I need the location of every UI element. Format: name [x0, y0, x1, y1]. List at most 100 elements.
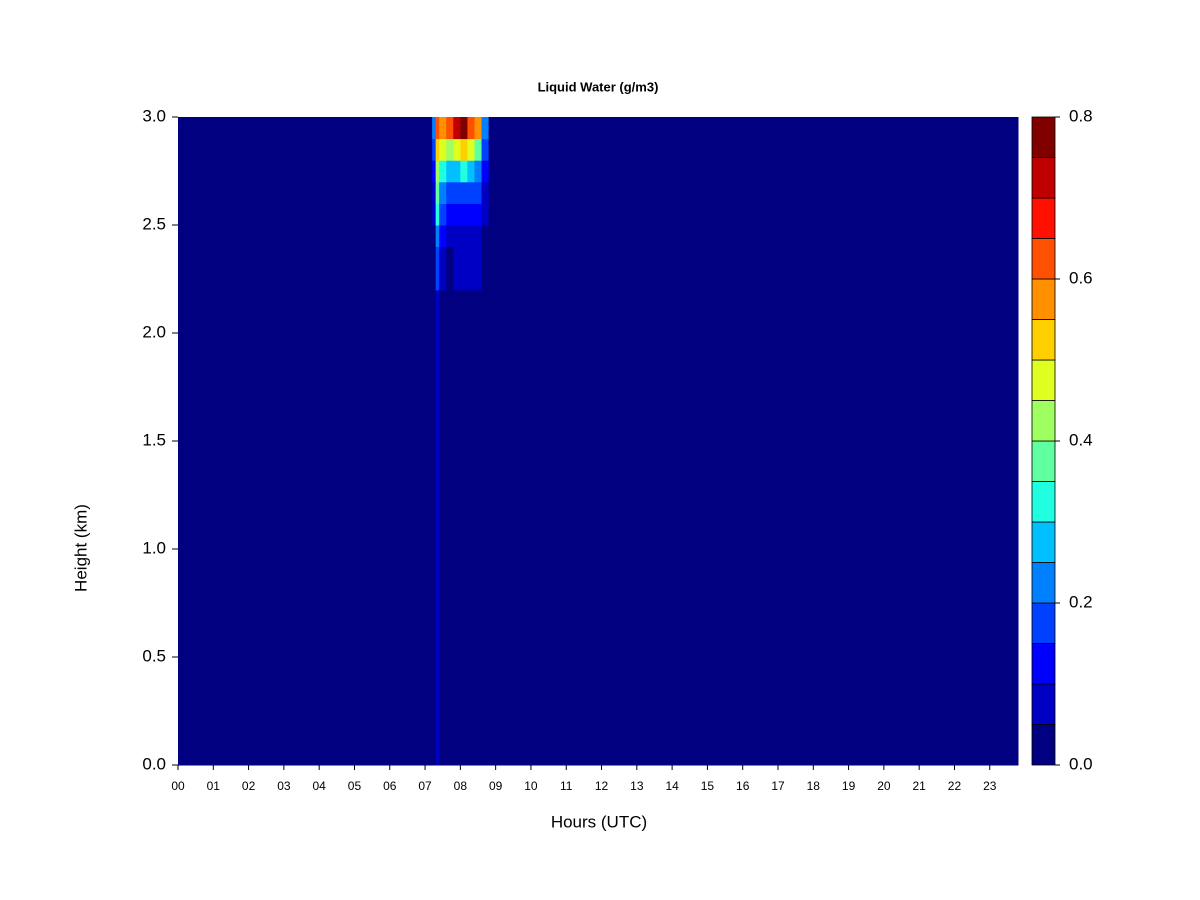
- contour-cell: [453, 138, 461, 161]
- colorbar-tick-label: 0.4: [1069, 430, 1093, 449]
- contour-cell: [446, 289, 454, 766]
- contour-cell: [481, 160, 490, 183]
- chart-title: Liquid Water (g/m3): [538, 79, 659, 94]
- contour-cell: [414, 138, 433, 161]
- contour-cell: [481, 289, 490, 766]
- contour-cell: [435, 160, 440, 183]
- contour-cell: [178, 246, 408, 291]
- contour-cell: [432, 289, 437, 766]
- contour-cell: [407, 246, 415, 291]
- contour-cell: [481, 117, 490, 140]
- contour-cell: [432, 246, 437, 291]
- contour-cell: [439, 203, 447, 226]
- colorbar-band: [1031, 724, 1056, 766]
- contour-cell: [467, 160, 475, 183]
- contour-cell: [439, 225, 447, 248]
- contour-cell: [432, 138, 437, 161]
- colorbar-band: [1031, 643, 1056, 685]
- colorbar-band: [1031, 562, 1056, 604]
- colorbar-tick-label: 0.6: [1069, 268, 1093, 287]
- colorbar-tick-label: 0.2: [1069, 592, 1093, 611]
- contour-cell: [488, 246, 1019, 291]
- contour-cell: [460, 289, 468, 766]
- x-tick-label: 20: [877, 779, 891, 793]
- contour-cell: [178, 225, 408, 248]
- contour-cell: [488, 160, 1019, 183]
- contour-cell: [432, 225, 437, 248]
- colorbar-band: [1031, 602, 1056, 644]
- contour-cell: [481, 181, 490, 204]
- colorbar-band: [1031, 440, 1056, 482]
- contour-cell: [435, 225, 440, 248]
- contour-cell: [453, 246, 461, 291]
- contour-cell: [414, 160, 433, 183]
- x-tick-label: 07: [418, 779, 432, 793]
- colorbar-band: [1031, 359, 1056, 401]
- contour-cell: [481, 225, 490, 248]
- contour-cell: [439, 160, 447, 183]
- x-tick-label: 14: [665, 779, 679, 793]
- contour-cell: [446, 160, 454, 183]
- contour-cell: [453, 289, 461, 766]
- contour-cell: [414, 117, 433, 140]
- contour-cell: [453, 181, 461, 204]
- y-tick-label: 1.0: [142, 538, 166, 557]
- x-tick-label: 06: [383, 779, 397, 793]
- contour-cell: [178, 181, 408, 204]
- contour-cell: [435, 181, 440, 204]
- x-tick-label: 10: [524, 779, 538, 793]
- x-tick-label: 18: [807, 779, 821, 793]
- x-tick-label: 11: [560, 779, 573, 793]
- contour-cell: [488, 117, 1019, 140]
- contour-cell: [414, 203, 433, 226]
- contour-cell: [439, 289, 447, 766]
- y-tick-label: 1.5: [142, 430, 166, 449]
- contour-cell: [453, 117, 461, 140]
- x-axis-label: Hours (UTC): [551, 812, 647, 831]
- contour-cell: [407, 160, 415, 183]
- contour-cell: [407, 138, 415, 161]
- contour-cell: [439, 181, 447, 204]
- y-tick-label: 0.0: [142, 754, 166, 773]
- contour-cell: [432, 181, 437, 204]
- contour-cell: [407, 203, 415, 226]
- colorbar-band: [1031, 683, 1056, 725]
- contour-cell: [460, 160, 468, 183]
- contour-cell: [467, 289, 475, 766]
- x-tick-label: 09: [489, 779, 503, 793]
- contour-cell: [414, 181, 433, 204]
- contour-cell: [467, 203, 475, 226]
- contour-cell: [481, 203, 490, 226]
- x-tick-label: 15: [701, 779, 715, 793]
- contour-cell: [460, 138, 468, 161]
- contour-cell: [435, 138, 440, 161]
- contour-cell: [474, 289, 483, 766]
- y-tick-label: 0.5: [142, 646, 166, 665]
- x-tick-label: 08: [454, 779, 468, 793]
- colorbar-band: [1031, 319, 1056, 361]
- contour-cell: [460, 203, 468, 226]
- contour-cell: [474, 117, 483, 140]
- contour-cell: [446, 181, 454, 204]
- contour-cell: [453, 160, 461, 183]
- contour-cell: [432, 203, 437, 226]
- x-tick-label: 04: [312, 779, 326, 793]
- y-axis-label: Height (km): [71, 504, 90, 592]
- contour-cell: [453, 203, 461, 226]
- contour-cell: [460, 246, 468, 291]
- contour-cell: [414, 289, 433, 766]
- colorbar-band: [1031, 400, 1056, 442]
- contour-cell: [407, 117, 415, 140]
- contour-cell: [474, 203, 483, 226]
- contour-cell: [446, 117, 454, 140]
- contour-cell: [446, 203, 454, 226]
- contour-cell: [481, 138, 490, 161]
- contour-cell: [453, 225, 461, 248]
- contour-cell: [435, 117, 440, 140]
- contour-cell: [446, 225, 454, 248]
- colorbar-band: [1031, 521, 1056, 563]
- contour-cell: [435, 246, 440, 291]
- contour-cell: [488, 225, 1019, 248]
- y-tick-label: 2.0: [142, 322, 166, 341]
